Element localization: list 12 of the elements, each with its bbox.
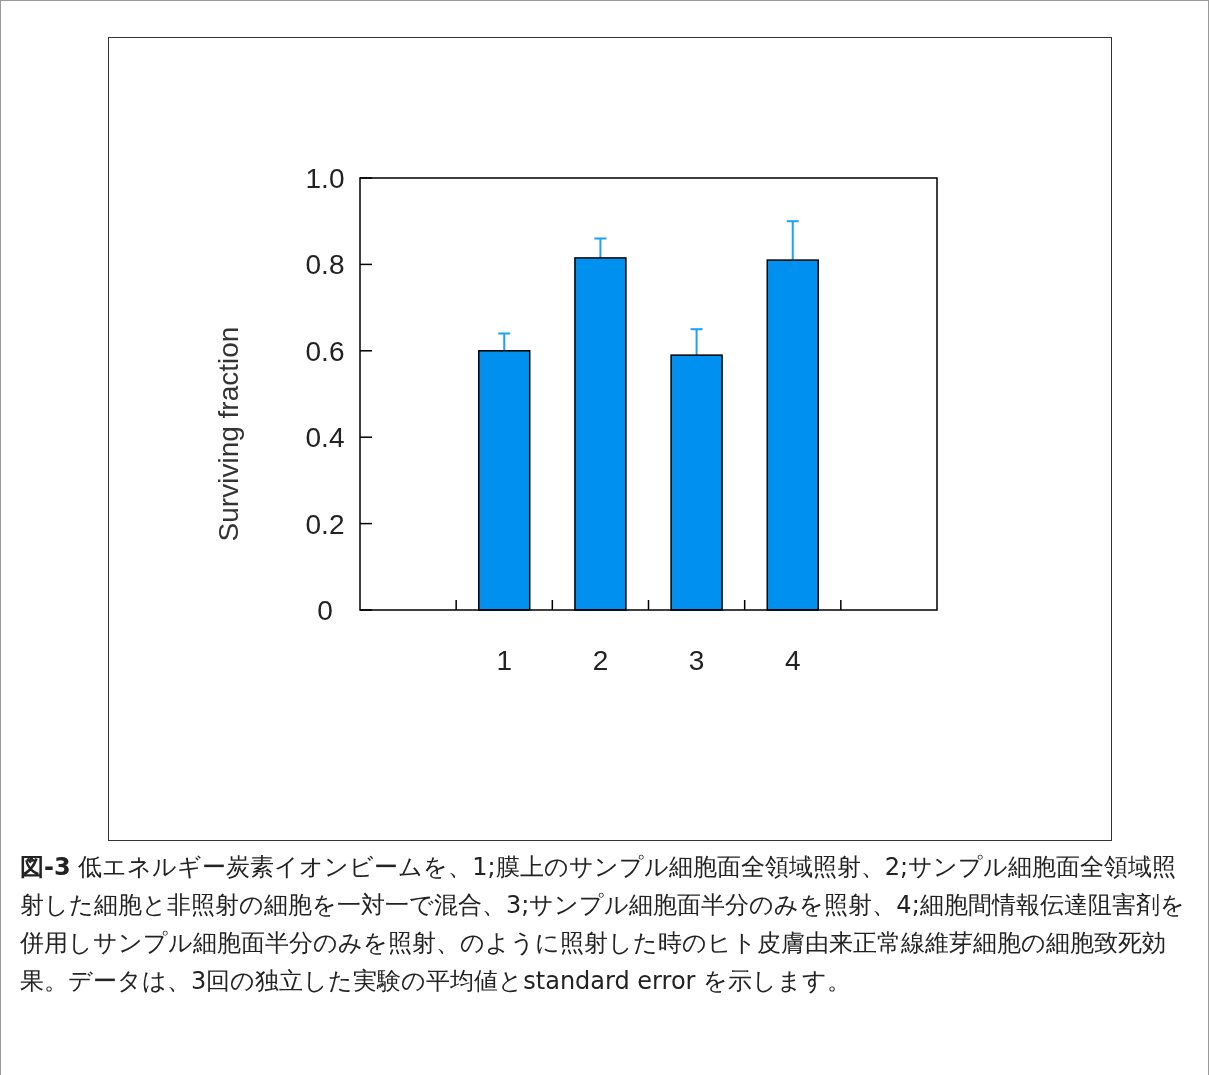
y-tick-label: 1.0 (305, 163, 345, 194)
x-tick-label: 2 (592, 645, 609, 676)
y-tick-label: 0.2 (305, 508, 345, 540)
x-tick-label: 3 (688, 645, 705, 676)
y-tick-label: 0.4 (305, 422, 345, 454)
x-tick-label: 4 (784, 645, 801, 676)
y-tick-label: 0 (317, 595, 333, 626)
y-tick-label: 0.6 (305, 335, 345, 367)
y-axis-title: Surviving fraction (213, 326, 244, 542)
x-tick-label: 1 (496, 645, 513, 676)
text: 図-3 低エネルギー炭素イオンビームを、1;膜上のサンプル細胞面全領域照射、2;サンプル細胞面全領域照射した細胞と非照射の細胞を一対一で混合、3;サンプル細胞面半分のみを照射、4;細胞間情報伝達阻害剤を併用しサンプル細胞面半分のみを照射、のように照射した時のヒト皮膚由来正常線維芽細胞の細胞致死効果。データは、3回の独立した実験の平均値とstandard error を示します。 (20, 853, 1185, 995)
y-tick-label: 0.8 (305, 249, 345, 281)
